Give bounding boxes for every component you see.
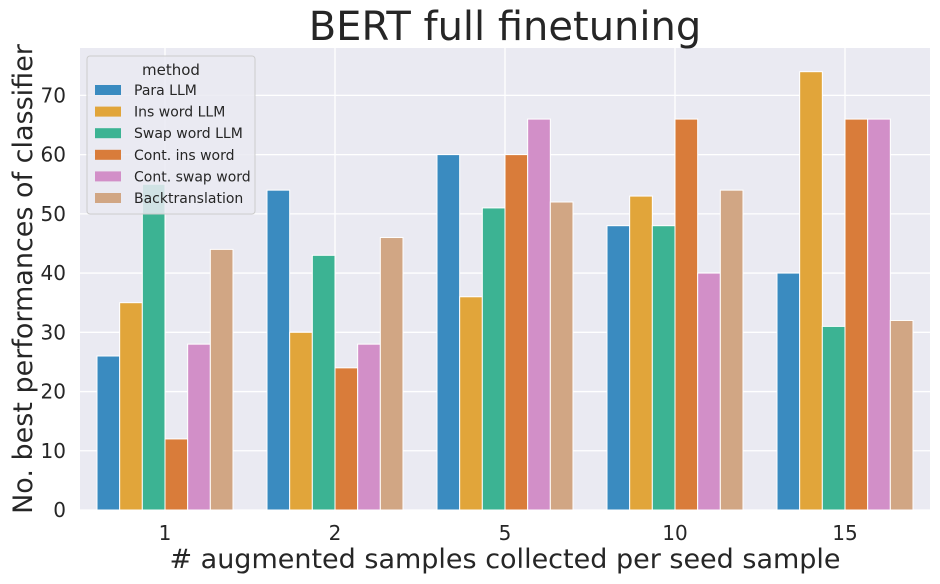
y-tick-label: 0 bbox=[53, 498, 66, 522]
legend-label: Cont. swap word bbox=[134, 169, 251, 185]
bar bbox=[481, 207, 506, 511]
chart-title: BERT full finetuning bbox=[309, 4, 702, 50]
legend-swatch bbox=[95, 193, 121, 203]
y-tick-label: 50 bbox=[41, 202, 66, 226]
x-tick-label: 5 bbox=[499, 521, 512, 545]
x-tick-label: 15 bbox=[832, 521, 857, 545]
bar bbox=[674, 118, 699, 511]
bar bbox=[119, 302, 143, 511]
bar bbox=[697, 272, 721, 511]
bar bbox=[459, 296, 483, 511]
bar bbox=[436, 154, 461, 511]
bar bbox=[549, 201, 574, 511]
bar bbox=[651, 225, 676, 511]
bar bbox=[629, 195, 653, 511]
bar bbox=[889, 319, 914, 511]
legend-swatch bbox=[95, 85, 121, 95]
y-tick-label: 40 bbox=[41, 261, 66, 285]
bar bbox=[776, 272, 801, 511]
bar bbox=[141, 183, 166, 511]
bar bbox=[96, 355, 121, 511]
y-tick-label: 10 bbox=[41, 439, 66, 463]
y-tick-label: 30 bbox=[41, 320, 66, 344]
legend: method Para LLM Ins word LLM Swap word LLM… bbox=[86, 55, 256, 215]
y-tick-label: 60 bbox=[41, 143, 66, 167]
legend-swatch bbox=[95, 171, 121, 182]
legend-label: Para LLM bbox=[134, 83, 197, 99]
legend-label: Swap word LLM bbox=[134, 126, 243, 142]
bar bbox=[867, 118, 891, 511]
x-tick-label: 1 bbox=[159, 521, 172, 545]
bar bbox=[504, 154, 529, 511]
legend-swatch bbox=[95, 128, 121, 139]
bar bbox=[719, 189, 744, 511]
legend-items: Para LLM Ins word LLM Swap word LLM Cont. i… bbox=[95, 83, 251, 207]
bar bbox=[311, 254, 336, 511]
bar bbox=[799, 71, 823, 511]
bar bbox=[334, 367, 359, 511]
x-tick-label: 2 bbox=[329, 521, 342, 545]
y-tick-label: 20 bbox=[41, 380, 66, 404]
legend-label: Ins word LLM bbox=[134, 105, 225, 121]
y-tick-labels: 0 10 20 30 40 50 60 70 bbox=[41, 83, 66, 522]
bar bbox=[844, 118, 869, 511]
legend-title: method bbox=[142, 61, 200, 79]
bar bbox=[187, 343, 211, 511]
legend-box bbox=[86, 55, 256, 215]
bar bbox=[821, 325, 846, 511]
legend-swatch bbox=[95, 149, 121, 160]
bar bbox=[527, 118, 551, 511]
x-axis-label: # augmented samples collected per seed s… bbox=[169, 544, 840, 575]
bar bbox=[209, 248, 234, 511]
legend-label: Cont. ins word bbox=[134, 148, 235, 164]
bar bbox=[164, 438, 189, 511]
x-tick-label: 10 bbox=[662, 521, 687, 545]
bar bbox=[606, 225, 631, 511]
bar bbox=[357, 343, 381, 511]
y-axis-label: No. best performances of classifier bbox=[8, 43, 39, 514]
bar bbox=[289, 331, 313, 511]
x-tick-labels: 1 2 5 10 15 bbox=[159, 521, 858, 545]
y-tick-label: 70 bbox=[41, 83, 66, 107]
legend-swatch bbox=[95, 106, 121, 117]
bar bbox=[266, 189, 291, 511]
legend-label: Backtranslation bbox=[134, 191, 243, 207]
bars bbox=[96, 71, 914, 511]
bar bbox=[379, 237, 404, 511]
